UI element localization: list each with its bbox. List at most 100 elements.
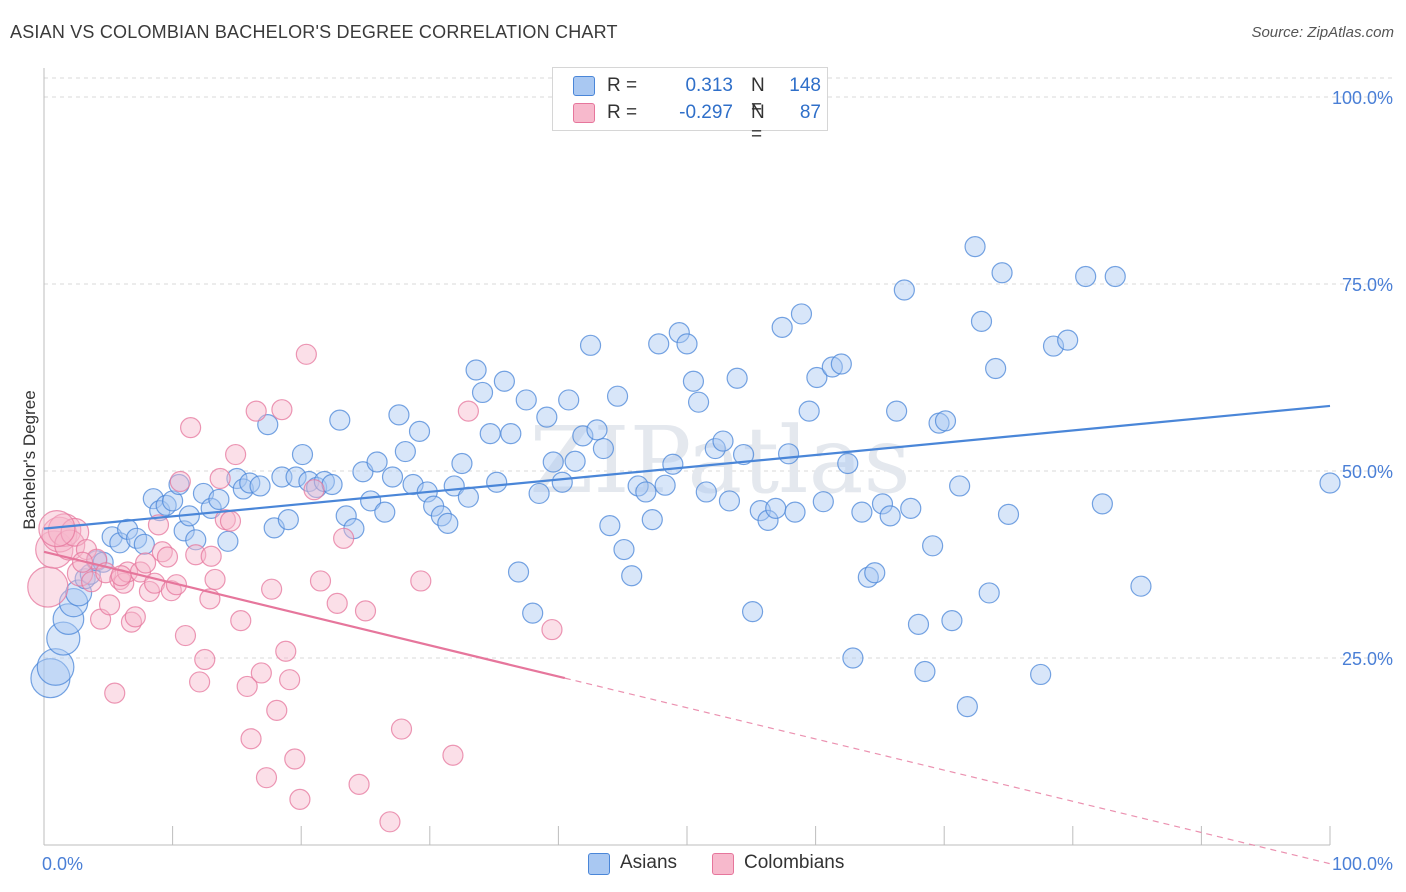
asians-point-12 — [116, 518, 139, 540]
tick-labels: 25.0% 50.0% 75.0% 100.0% 0.0% 100.0% — [42, 88, 1393, 874]
legend-swatch-asians — [573, 76, 595, 96]
y-tick-label: 75.0% — [1342, 275, 1393, 295]
colombians-point-55 — [309, 570, 332, 592]
colombians-point-54 — [303, 479, 325, 501]
colombians-point-65 — [541, 618, 563, 641]
asians-point-64 — [493, 370, 515, 392]
asians-point-112 — [837, 452, 859, 475]
asians-point-42 — [335, 505, 357, 527]
asians-point-119 — [886, 400, 908, 422]
n-label: N = — [751, 75, 765, 118]
colombians-point-48 — [271, 399, 293, 421]
legend-label-colombians: Colombians — [744, 852, 845, 873]
asians-point-90 — [676, 333, 698, 355]
colombians-point-63 — [442, 744, 464, 766]
asians-point-25 — [208, 488, 230, 511]
asians-point-104 — [777, 443, 800, 465]
colombians-point-30 — [180, 417, 202, 439]
asians-point-3 — [52, 603, 85, 636]
asians-point-67 — [515, 389, 537, 411]
asians-point-130 — [964, 236, 986, 258]
asians-point-86 — [648, 333, 670, 355]
asians-point-18 — [162, 490, 184, 512]
asians-point-116 — [864, 562, 886, 584]
asians-point-35 — [285, 466, 307, 488]
asians-point-133 — [985, 357, 1007, 380]
colombians-point-31 — [185, 544, 207, 566]
asians-point-61 — [471, 381, 494, 404]
asians-point-92 — [687, 391, 710, 413]
asians-point-31 — [257, 414, 279, 436]
chart-source: Source: ZipAtlas.com — [1251, 24, 1394, 41]
colombians-point-66 — [38, 509, 76, 548]
colombians-point-25 — [156, 546, 179, 568]
grid-lines — [44, 77, 1392, 659]
asians-point-95 — [712, 430, 734, 452]
asians-point-135 — [997, 503, 1020, 525]
colombians-point-28 — [169, 470, 191, 493]
colombians-point-49 — [275, 640, 297, 662]
asians-point-66 — [507, 561, 530, 583]
colombians-point-0 — [27, 566, 69, 608]
correlation-legend: R = 0.313 N = 148 R = -0.297 N = 87 — [552, 67, 828, 145]
asians-point-97 — [726, 367, 748, 389]
legend-swatch-asians — [588, 853, 610, 875]
asians-point-78 — [592, 437, 615, 460]
asians-point-141 — [1104, 265, 1126, 288]
asians-point-70 — [536, 406, 558, 428]
colombians-point-33 — [194, 648, 216, 671]
asians-point-63 — [486, 471, 508, 493]
asians-point-143 — [1319, 472, 1341, 494]
asians-point-36 — [291, 443, 314, 466]
asians-point-127 — [941, 609, 963, 632]
colombians-point-44 — [250, 662, 272, 684]
asians-point-62 — [479, 423, 501, 445]
colombians-point-35 — [204, 568, 226, 591]
legend-label-asians: Asians — [620, 852, 678, 873]
x-tick-label-max: 100.0% — [1332, 854, 1393, 874]
r-label: R = — [607, 75, 638, 96]
asians-point-80 — [606, 385, 629, 407]
colombians-point-50 — [279, 669, 301, 691]
asians-point-22 — [185, 529, 207, 551]
colombians-point-43 — [245, 400, 267, 422]
asians-point-111 — [830, 353, 852, 375]
asians-point-107 — [798, 400, 820, 422]
colombians-point-59 — [354, 600, 377, 622]
colombians-point-46 — [261, 578, 283, 600]
asians-point-73 — [558, 389, 580, 411]
colombians-point-40 — [230, 609, 252, 632]
legend-swatch-colombians — [573, 103, 595, 123]
asians-point-137 — [1042, 335, 1065, 357]
asians-point-132 — [978, 582, 1000, 604]
asians-point-48 — [381, 466, 404, 488]
asians-point-128 — [949, 475, 971, 497]
asians-point-120 — [893, 279, 915, 301]
asians-point-27 — [226, 467, 248, 490]
asians-point-87 — [654, 474, 676, 496]
asians-point-113 — [842, 647, 864, 669]
asians-point-50 — [394, 440, 416, 463]
asians-point-126 — [934, 410, 957, 432]
colombians-point-29 — [174, 624, 197, 647]
asians-point-138 — [1057, 329, 1079, 351]
asians-point-99 — [741, 601, 764, 623]
asians-point-102 — [765, 497, 787, 519]
asians-point-2 — [46, 621, 81, 656]
asians-point-108 — [806, 366, 828, 389]
n-label: N = — [751, 102, 765, 145]
asians-point-98 — [732, 443, 755, 466]
asians-point-74 — [564, 450, 586, 472]
asians-point-122 — [907, 613, 930, 635]
colombians-point-58 — [348, 773, 370, 796]
asians-point-89 — [668, 322, 690, 344]
n-value: 148 — [789, 75, 821, 96]
r-label: R = — [607, 102, 638, 123]
colombians-point-32 — [189, 671, 211, 693]
asians-point-72 — [551, 471, 573, 493]
asians-point-68 — [522, 602, 544, 624]
colombians-point-62 — [410, 570, 432, 592]
n-value: 87 — [799, 102, 821, 123]
asians-point-142 — [1130, 575, 1152, 597]
asians-point-134 — [991, 262, 1013, 284]
